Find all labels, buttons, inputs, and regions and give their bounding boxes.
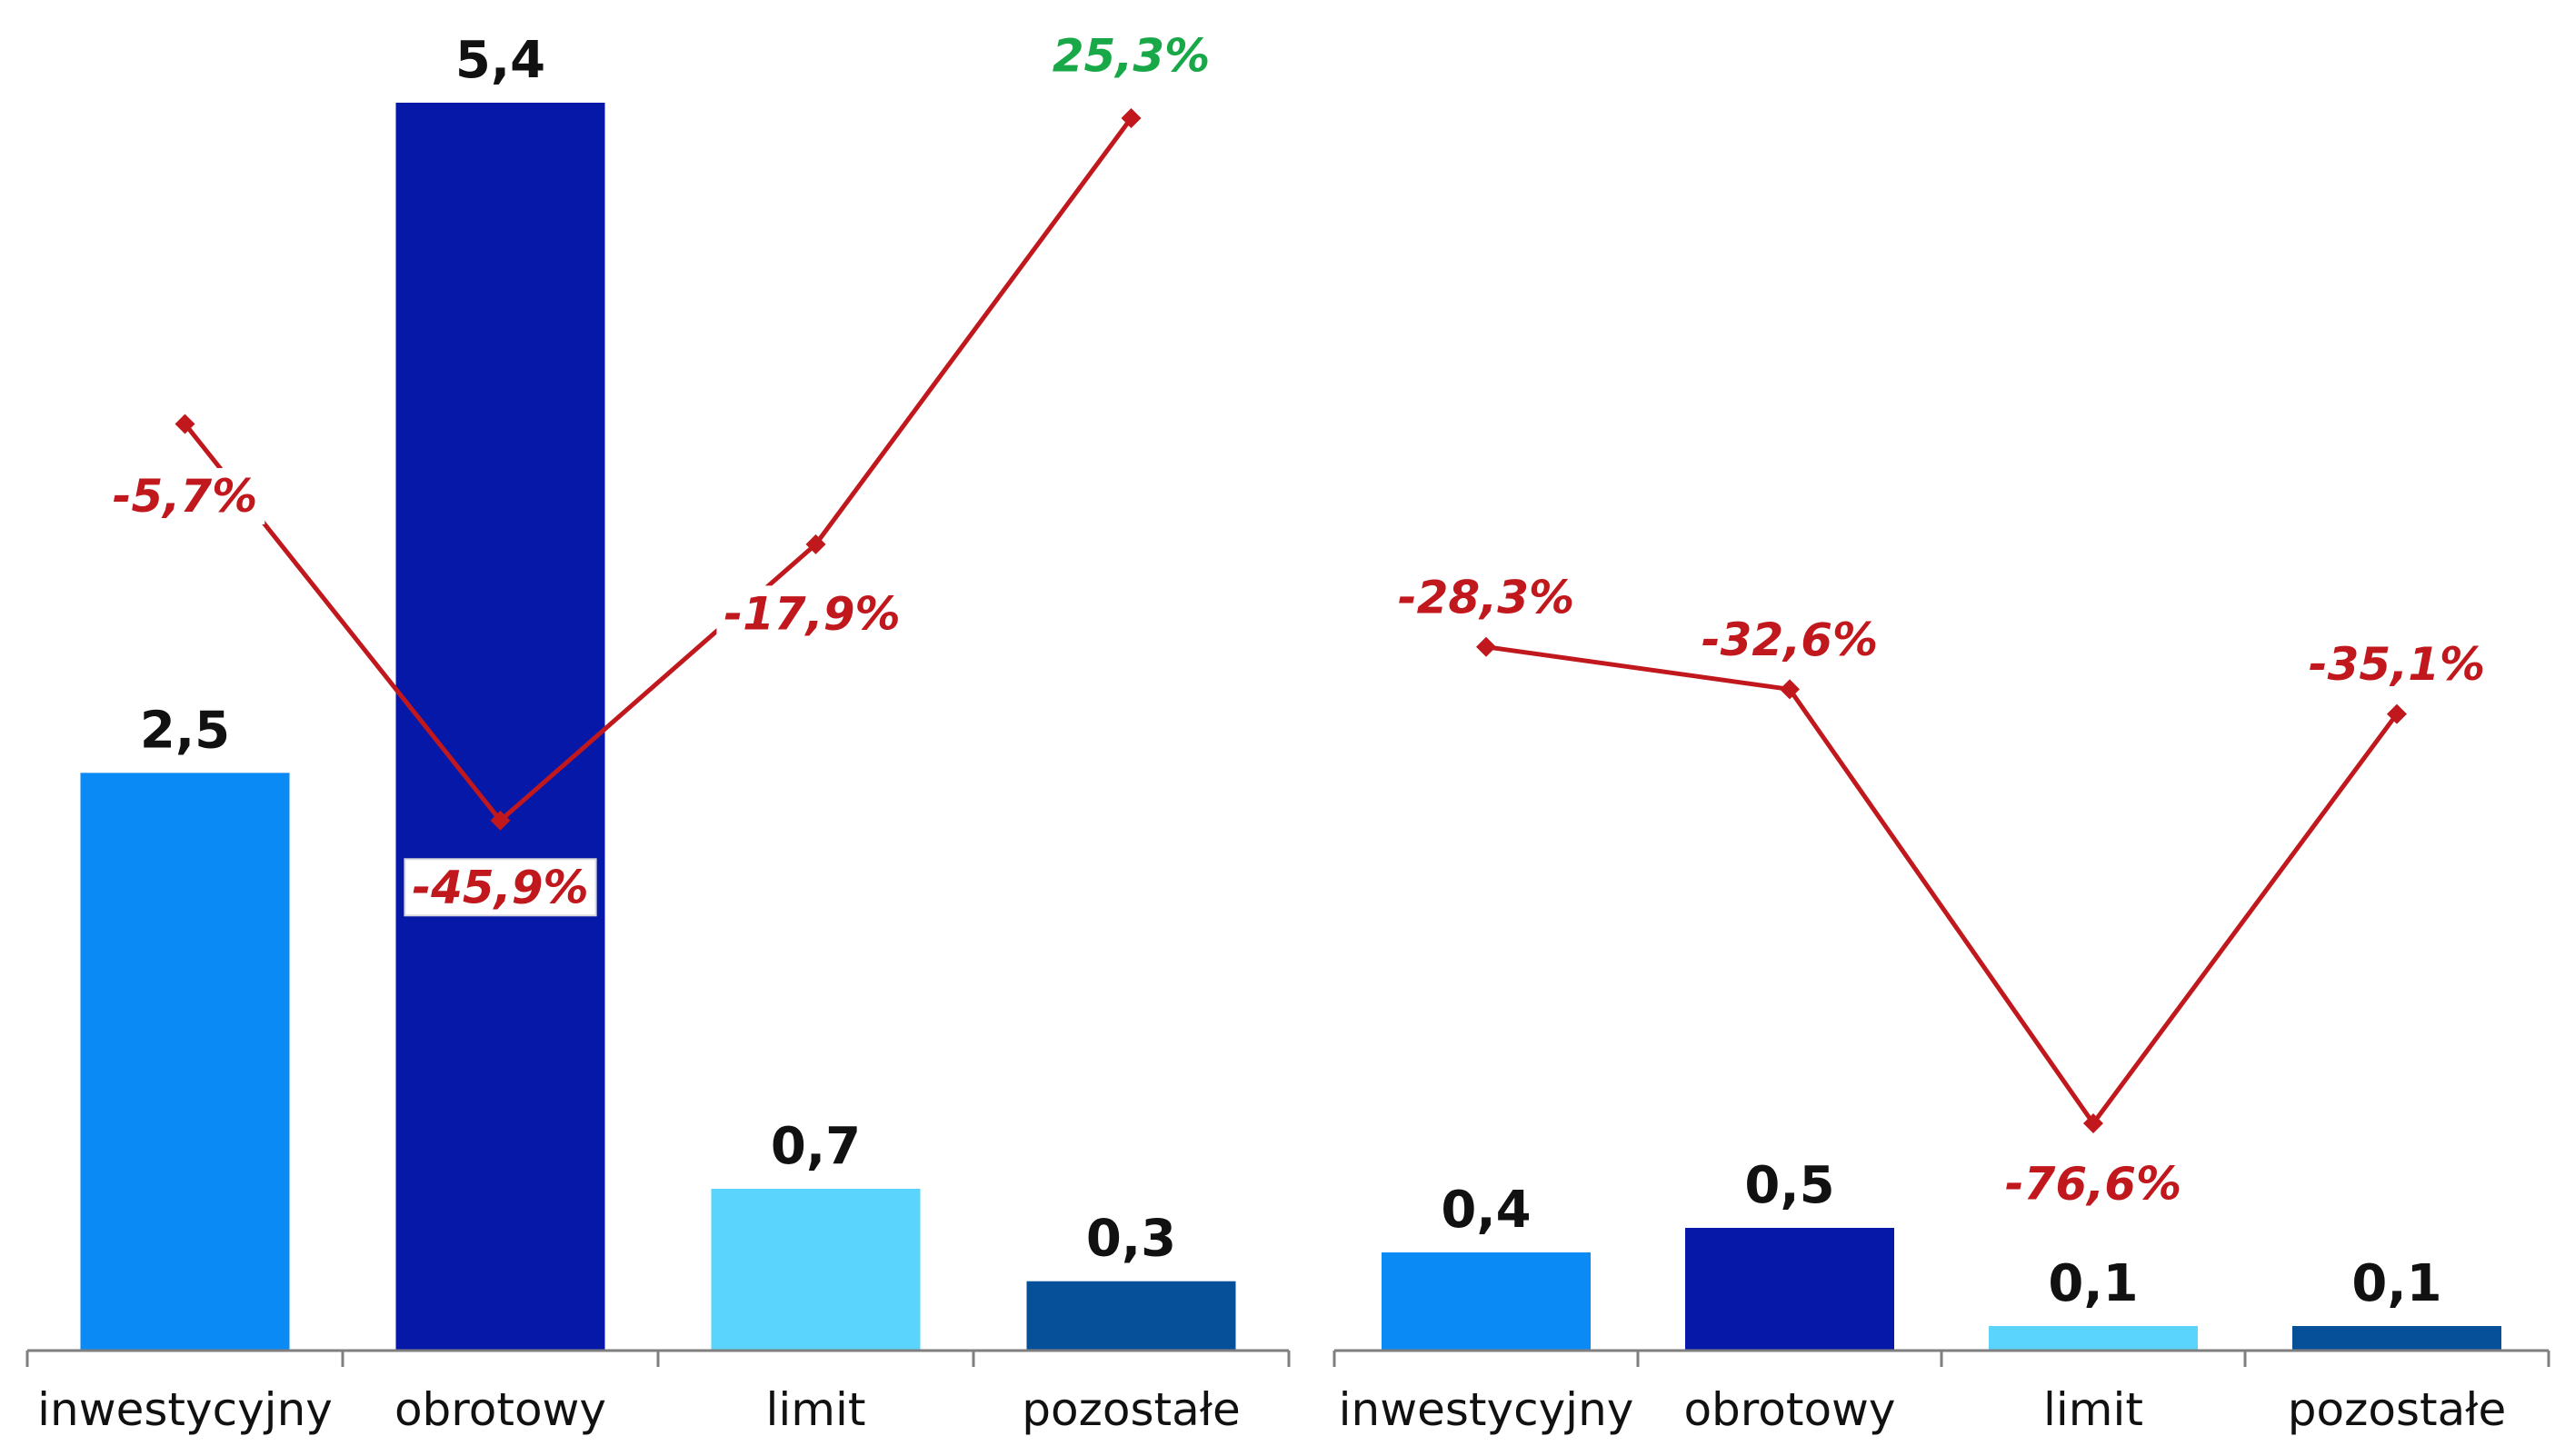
bar-obrotowy [1685,1228,1894,1351]
change-label-background [1693,611,1886,668]
change-label: -32,6% [1693,611,1886,668]
change-label: -28,3% [1390,569,1582,626]
change-label-text: -45,9% [412,861,588,913]
change-label-text: -5,7% [113,470,257,523]
bar-inwestycyjny [80,773,290,1351]
change-label: -5,7% [105,467,265,524]
right-chart: 0,4 0,5 0,1 0,1 inwestycyjny obrotowy limit poz… [1332,569,2550,1436]
change-label: 25,3% [1044,27,1218,85]
category-label: pozostałe [2288,1383,2506,1436]
change-label-background [105,467,265,524]
change-label-text: -28,3% [1398,571,1574,623]
bar-value-label: 5,4 [455,31,545,90]
change-marker [1780,679,1800,700]
bar-value-label: 0,4 [1441,1181,1531,1240]
change-label-text: 25,3% [1053,30,1210,83]
change-marker [805,534,826,554]
change-line [183,116,1133,824]
change-marker [2387,703,2407,724]
change-marker [490,810,511,831]
bar-value-label: 0,1 [2351,1254,2441,1313]
change-label: -35,1% [2301,636,2493,693]
bar-value-label: 2,5 [140,701,230,760]
change-label-text: -35,1% [2309,638,2485,691]
bar-limit [1989,1326,2198,1351]
category-label: limit [766,1383,866,1436]
change-marker [175,414,195,434]
bar-value-label: 0,5 [1744,1156,1834,1215]
change-label-text: -32,6% [1702,613,1878,666]
bar-obrotowy [395,103,605,1351]
bar-limit [711,1189,921,1351]
change-marker [2083,1113,2103,1133]
change-line [1485,644,2400,1128]
change-label: -17,9% [716,585,908,643]
change-marker [1476,636,1496,657]
bar-value-label: 0,1 [2048,1254,2138,1313]
change-label: -45,9% [404,858,597,917]
change-label-text: -76,6% [2005,1158,2181,1211]
change-label-background [1044,27,1218,85]
change-label-background [716,585,908,643]
change-label-background [1390,569,1582,626]
change-label: -76,6% [1997,1155,2190,1212]
bar-pozostae [2292,1326,2501,1351]
category-label: obrotowy [1683,1383,1895,1436]
change-label-background [1997,1155,2190,1212]
bar-value-label: 0,7 [771,1117,861,1176]
category-label: inwestycyjny [1339,1383,1634,1436]
category-label: limit [2043,1383,2143,1436]
category-label: obrotowy [394,1383,606,1436]
category-label: pozostałe [1022,1383,1240,1436]
change-marker [1121,108,1142,128]
change-label-background [404,858,597,917]
bar-value-label: 0,3 [1086,1210,1176,1269]
bar-pozostae [1026,1281,1236,1351]
bar-inwestycyjny [1382,1252,1591,1351]
change-label-text: -17,9% [724,587,900,640]
change-label-background [2301,636,2493,693]
left-chart: 2,5 5,4 0,7 0,3 inwestycyjny obrotowy limit poz… [25,27,1291,1436]
category-label: inwestycyjny [37,1383,333,1436]
